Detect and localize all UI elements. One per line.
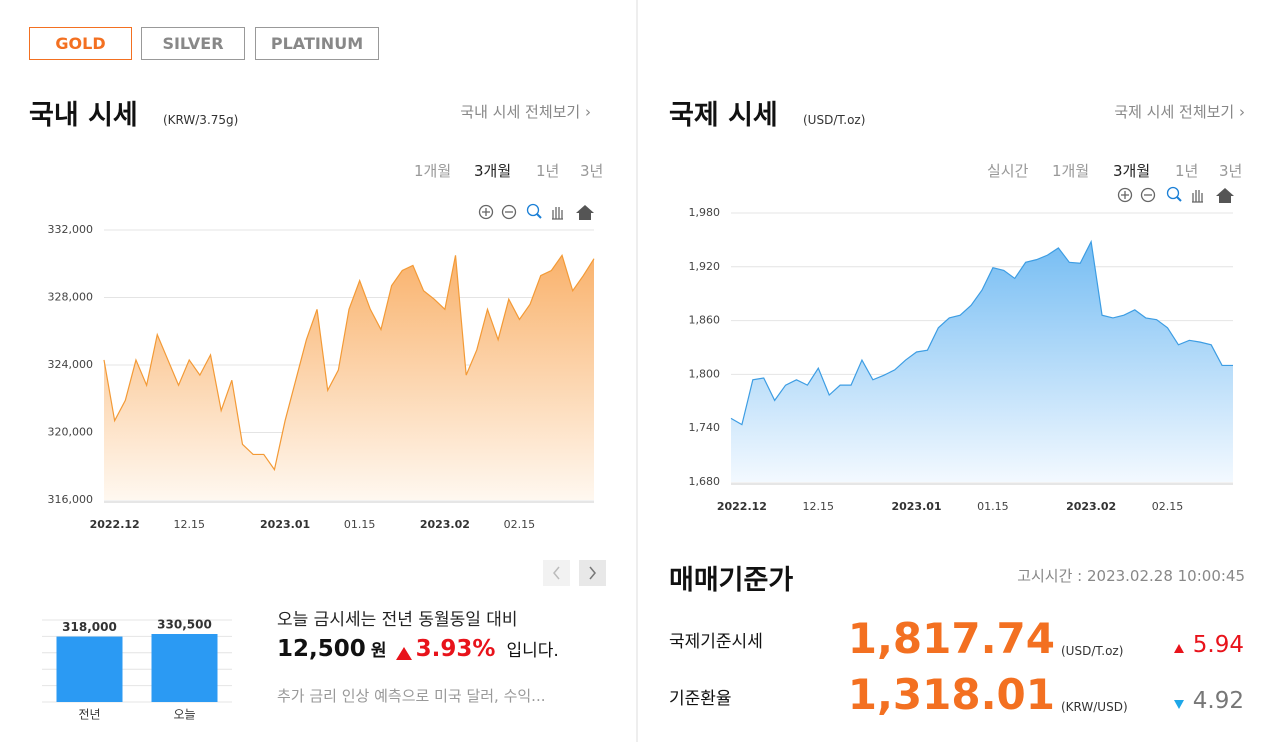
x-tick-label: 오늘 <box>173 708 195 722</box>
x-tick-label: 2022.12 <box>717 500 767 513</box>
unit: (KRW/3.75g) <box>163 113 239 127</box>
area <box>731 241 1233 482</box>
y-tick-label: 324,000 <box>48 358 94 371</box>
summary-text: 오늘 금시세는 전년 동월동일 대비 <box>277 610 518 630</box>
y-tick-label: 1,680 <box>689 475 721 488</box>
period[interactable]: 1개월 <box>414 162 452 180</box>
diff-unit: 원 <box>370 641 387 661</box>
x-tick-label: 12.15 <box>173 518 205 531</box>
notice-time: 고시시간 : 2023.02.28 10:00:45 <box>1017 567 1245 585</box>
x-tick-label: 2023.01 <box>891 500 941 513</box>
tail: 입니다. <box>506 641 559 661</box>
y-tick-label: 328,000 <box>48 291 94 304</box>
tab[interactable]: GOLD <box>29 27 132 60</box>
summary-note: 추가 금리 인상 예측으로 미국 달러, 수익... <box>277 687 546 705</box>
y-tick-label: 1,740 <box>689 421 721 434</box>
value-label: 318,000 <box>62 620 117 634</box>
value-label: 330,500 <box>157 618 212 632</box>
y-tick-label: 332,000 <box>48 223 94 236</box>
row-value: 1,318.01 <box>847 670 1055 719</box>
x-tick-label: 2023.02 <box>420 518 470 531</box>
bar <box>56 636 123 702</box>
line <box>730 239 1233 426</box>
bar <box>151 634 218 702</box>
period[interactable]: 3개월 <box>474 162 512 180</box>
summary-diff: 12,500 원 3.93% 입니다. <box>277 636 559 662</box>
y-tick-label: 1,860 <box>689 314 721 327</box>
x-tick-label: 전년 <box>78 708 100 722</box>
up-arrow <box>396 647 412 660</box>
period[interactable]: 1년 <box>536 162 560 180</box>
period[interactable]: 1년 <box>1175 162 1199 180</box>
y-tick-label: 1,980 <box>689 206 721 219</box>
row-label: 기준환율 <box>669 689 732 709</box>
period[interactable]: 3개월 <box>1113 162 1151 180</box>
unit: (USD/T.oz) <box>803 113 866 127</box>
tab[interactable]: SILVER <box>141 27 245 60</box>
y-tick-label: 320,000 <box>48 426 94 439</box>
link[interactable]: 국제 시세 전체보기 › <box>1114 103 1245 121</box>
x-tick-label: 01.15 <box>977 500 1009 513</box>
pager[interactable] <box>543 560 606 586</box>
row-unit: (KRW/USD) <box>1061 700 1128 714</box>
line <box>103 253 595 472</box>
x-tick-label: 01.15 <box>344 518 376 531</box>
x-tick-label: 12.15 <box>803 500 835 513</box>
y-tick-label: 316,000 <box>48 493 94 506</box>
up-arrow <box>1174 644 1184 653</box>
row-change: 4.92 <box>1192 688 1244 714</box>
y-tick-label: 1,800 <box>689 367 721 380</box>
pct: 3.93% <box>415 636 496 662</box>
area <box>104 255 594 500</box>
section-title: 국내 시세 <box>29 100 138 131</box>
row-unit: (USD/T.oz) <box>1061 644 1124 658</box>
link[interactable]: 국내 시세 전체보기 › <box>460 103 591 121</box>
row-change: 5.94 <box>1192 632 1244 658</box>
link-text[interactable]: 국제 시세 전체보기 <box>1114 103 1235 121</box>
zoom-tools[interactable] <box>478 186 1235 221</box>
y-tick-label: 1,920 <box>689 260 721 273</box>
diff: 12,500 <box>277 636 366 662</box>
link-text[interactable]: 국내 시세 전체보기 <box>460 103 581 121</box>
row-value: 1,817.74 <box>847 614 1055 663</box>
section-title: 국제 시세 <box>669 100 778 131</box>
section-title: 매매기준가 <box>669 565 794 596</box>
period[interactable]: 실시간 <box>987 162 1029 180</box>
row-label: 국제기준시세 <box>669 632 763 652</box>
period[interactable]: 3년 <box>1219 162 1243 180</box>
period[interactable]: 3년 <box>580 162 604 180</box>
x-tick-label: 02.15 <box>1152 500 1184 513</box>
x-tick-label: 2022.12 <box>90 518 140 531</box>
tab[interactable]: PLATINUM <box>255 27 379 60</box>
x-tick-label: 2023.02 <box>1066 500 1116 513</box>
down-arrow <box>1174 700 1184 709</box>
x-tick-label: 2023.01 <box>260 518 310 531</box>
period[interactable]: 1개월 <box>1052 162 1090 180</box>
x-tick-label: 02.15 <box>504 518 536 531</box>
